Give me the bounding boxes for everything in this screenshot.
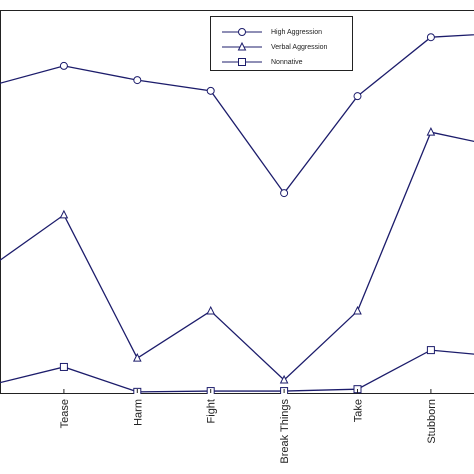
marker <box>206 86 215 95</box>
series-line <box>0 131 474 381</box>
x-tick-label: Break Things <box>279 399 291 464</box>
plot-frame <box>0 10 474 394</box>
legend-label: Nonnative <box>271 59 303 66</box>
marker <box>238 58 246 66</box>
marker <box>280 189 289 198</box>
marker <box>59 209 69 219</box>
marker <box>133 76 142 85</box>
marker <box>426 127 436 136</box>
marker <box>59 61 68 70</box>
marker <box>353 92 362 101</box>
marker <box>426 33 435 42</box>
x-tick-label: Take <box>353 399 365 422</box>
marker <box>279 374 289 384</box>
marker <box>238 28 246 36</box>
x-tick-label: Stubborn <box>426 399 438 444</box>
series-line <box>0 349 474 393</box>
x-axis: Tease Harm Fight Break Things Take Stubborn <box>59 389 438 464</box>
marker <box>426 346 435 355</box>
x-tick-label: Tease <box>59 399 71 428</box>
marker <box>59 362 68 371</box>
marker <box>132 353 142 362</box>
plot-area <box>0 33 474 394</box>
marker <box>237 41 247 51</box>
legend-label: High Aggression <box>271 29 322 36</box>
x-tick-label: Harm <box>132 399 144 426</box>
legend: High Aggression Verbal Aggression Nonnativ… <box>210 16 353 71</box>
marker <box>206 305 216 315</box>
series-line <box>0 34 474 195</box>
x-tick-label: Fight <box>206 399 218 423</box>
legend-label: Verbal Aggression <box>271 44 328 51</box>
marker <box>353 305 362 315</box>
